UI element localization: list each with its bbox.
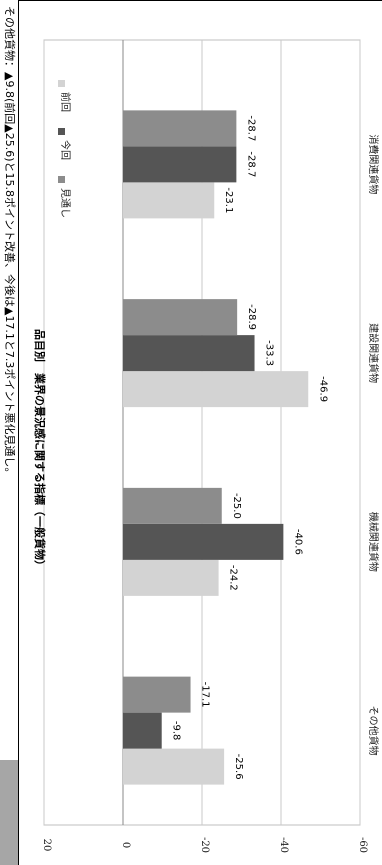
y-tick-label: -40 [278,837,289,853]
data-label: -24.2 [228,565,239,591]
header-strip: その他貨物：▲9.8(前回▲25.6)と15.8ポイント改善、今後は▲17.1と… [0,0,18,865]
data-label: -17.1 [200,682,211,708]
legend-swatch [58,176,65,183]
y-tick-label: -60 [357,837,368,853]
category-label: 消費関連貨物 [367,134,380,194]
category-label: 機械関連貨物 [367,512,380,572]
data-label: -28.9 [246,304,257,330]
y-tick-label: 20 [41,839,52,852]
bar [123,182,215,219]
category-label: その他貨物 [367,706,380,756]
legend-swatch [58,80,65,87]
data-label: -23.1 [223,187,234,213]
side-gray-block [0,760,18,865]
data-label: -40.6 [292,529,303,555]
bar [123,371,309,408]
data-label: -25.6 [233,754,244,780]
legend-label: 今回 [59,140,72,160]
bar [123,676,191,713]
bar [123,299,238,336]
bar [123,523,284,560]
legend-label: 前回 [59,92,72,112]
chart-title: 品目別 業界の景況感に関する指標（一般貨物） [33,329,47,571]
legend-swatch [58,128,65,135]
data-label: -25.0 [231,493,242,519]
bar [123,559,219,596]
bar [123,335,255,372]
data-label: -9.8 [171,721,182,741]
data-label: -28.7 [245,151,256,177]
divider-line [18,0,19,865]
y-tick-label: -20 [199,837,210,853]
y-tick-label: 0 [120,842,131,848]
bar [123,748,225,785]
data-label: -28.7 [245,115,256,141]
top-border-line [18,0,382,1]
bar [123,712,162,749]
bar [123,146,237,183]
legend-label: 見通し [59,188,71,218]
data-label: -33.3 [264,340,275,366]
data-label: -46.9 [317,376,328,402]
bar [123,110,237,147]
bar [123,487,222,524]
category-label: 建設関連貨物 [367,323,380,383]
